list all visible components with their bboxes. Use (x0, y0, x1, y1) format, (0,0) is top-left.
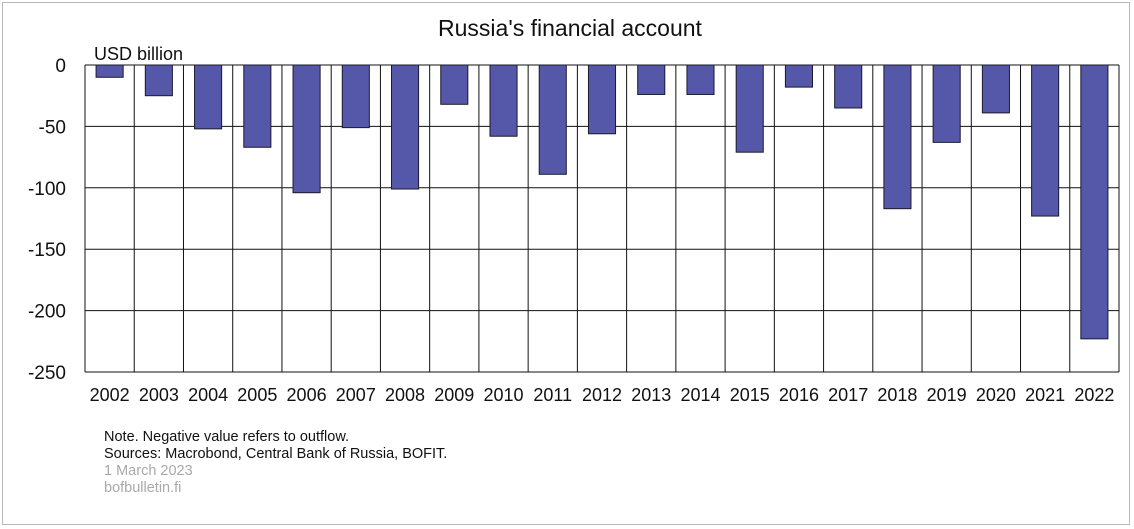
x-tick-label: 2015 (730, 385, 770, 405)
bar-2016 (784, 64, 813, 88)
x-tick-label: 2018 (877, 385, 917, 405)
x-tick-labels: 2002 2003 2004 2005 2006 2007 2008 2009 2010 2011… (90, 385, 1115, 405)
x-tick-label: 2022 (1074, 385, 1114, 405)
y-tick-label: 0 (55, 56, 66, 77)
bar-2018 (883, 64, 912, 210)
x-tick-label: 2011 (533, 385, 572, 405)
bar-2019 (932, 64, 961, 143)
x-tick-label: 2012 (582, 385, 622, 405)
site-name: bofbulletin.fi (104, 480, 182, 496)
y-tick-label: -200 (28, 302, 66, 323)
bar-2004 (194, 64, 223, 130)
x-tick-label: 2020 (976, 385, 1016, 405)
bar-2014 (686, 64, 715, 95)
y-tick-labels: 0 -50 -100 -150 -200 -250 (28, 56, 66, 384)
x-tick-label: 2014 (680, 385, 720, 405)
bar-2007 (341, 64, 370, 129)
bar-2012 (587, 64, 617, 135)
y-axis-unit-label: USD billion (94, 44, 183, 64)
bars (95, 64, 1109, 340)
bar-2002 (95, 64, 124, 78)
publication-date: 1 March 2023 (104, 463, 193, 479)
bar-2009 (440, 64, 469, 105)
bar-2011 (538, 64, 567, 175)
x-tick-label: 2002 (90, 385, 130, 405)
x-tick-label: 2007 (336, 385, 376, 405)
x-tick-label: 2021 (1025, 385, 1065, 405)
x-tick-label: 2013 (631, 385, 671, 405)
bar-2015 (735, 64, 764, 153)
y-tick-label: -100 (28, 179, 66, 200)
bar-2006 (292, 64, 321, 194)
bar-2021 (1031, 64, 1060, 217)
x-tick-label: 2003 (139, 385, 179, 405)
y-tick-label: -50 (39, 117, 66, 138)
x-tick-label: 2017 (828, 385, 868, 405)
chart-title: Russia's financial account (438, 15, 703, 41)
x-tick-label: 2005 (237, 385, 277, 405)
bar-2003 (144, 64, 173, 97)
x-tick-label: 2010 (484, 385, 524, 405)
chart-footer: Note. Negative value refers to outflow. … (104, 429, 447, 497)
sources-line: Sources: Macrobond, Central Bank of Russ… (104, 446, 448, 462)
x-tick-label: 2009 (434, 385, 474, 405)
x-tick-label: 2004 (188, 385, 228, 405)
bar-2008 (391, 64, 420, 190)
x-tick-label: 2019 (927, 385, 967, 405)
bar-2022 (1080, 64, 1109, 340)
bar-2017 (834, 64, 863, 109)
bar-2010 (489, 64, 518, 137)
footnote: Note. Negative value refers to outflow. (104, 429, 350, 445)
bar-2020 (981, 64, 1010, 114)
bar-2005 (243, 64, 272, 148)
x-tick-label: 2006 (287, 385, 327, 405)
x-tick-label: 2016 (779, 385, 819, 405)
bar-2013 (637, 64, 666, 95)
y-tick-label: -150 (28, 240, 66, 261)
y-tick-label: -250 (28, 363, 66, 384)
x-tick-label: 2008 (385, 385, 425, 405)
